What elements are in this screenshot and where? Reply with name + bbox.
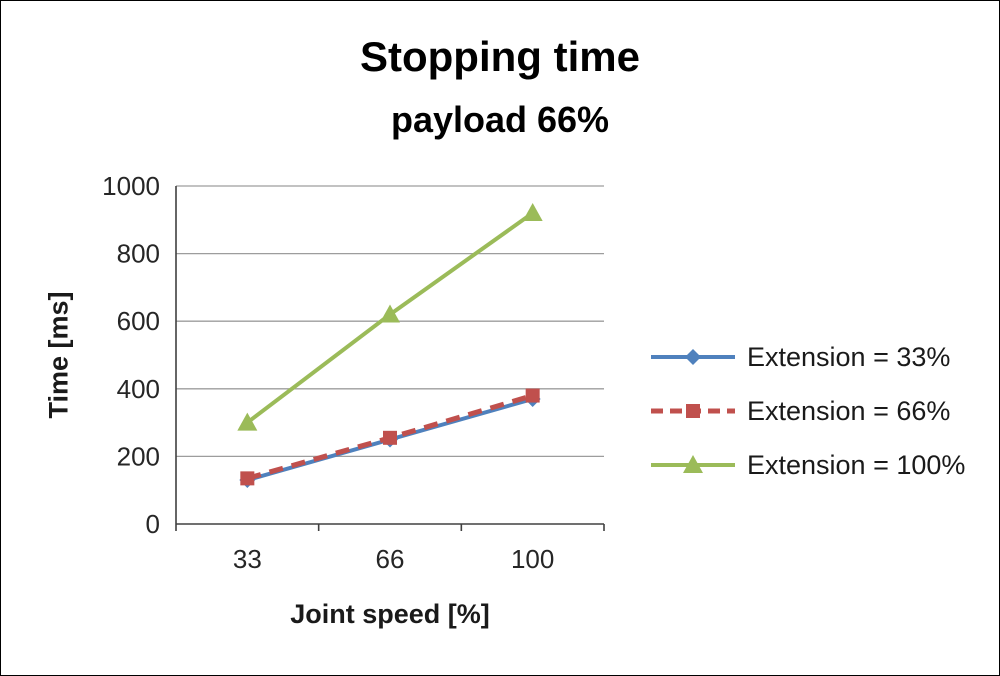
- data-point-marker: [525, 388, 540, 403]
- legend-marker: [686, 404, 700, 418]
- data-point-marker: [380, 304, 400, 323]
- legend-marker: [685, 349, 701, 365]
- y-tick-label: 0: [146, 509, 160, 539]
- x-tick-label: 100: [511, 544, 554, 574]
- legend-line-sample: [651, 349, 735, 365]
- y-axis-title: Time [ms]: [43, 291, 74, 419]
- y-tick-label: 800: [117, 239, 160, 269]
- legend-item: Extension = 66%: [649, 395, 965, 426]
- y-tick-label: 400: [117, 374, 160, 404]
- legend-item: Extension = 100%: [649, 449, 966, 480]
- legend-item: Extension = 33%: [649, 341, 965, 372]
- y-tick-label: 1000: [102, 171, 160, 201]
- legend: Extension = 33% Extension = 66% Extension …: [649, 341, 966, 480]
- legend-line-sample: [651, 455, 735, 473]
- y-tick-label: 200: [117, 441, 160, 471]
- x-tick-label: 33: [233, 544, 262, 574]
- legend-label: Extension = 33%: [747, 341, 951, 372]
- data-point-marker: [522, 203, 543, 222]
- legend-marker: [683, 455, 703, 473]
- data-point-marker: [237, 412, 258, 431]
- x-tick-label: 66: [376, 544, 405, 574]
- legend-label: Extension = 66%: [747, 395, 951, 426]
- data-point-marker: [383, 430, 397, 445]
- x-axis-title: Joint speed [%]: [290, 599, 490, 629]
- y-tick-label: 600: [117, 306, 160, 336]
- legend-label: Extension = 100%: [747, 449, 966, 480]
- chart-subtitle: payload 66%: [390, 99, 610, 140]
- data-point-marker: [240, 471, 255, 486]
- legend-line-sample: [651, 404, 735, 418]
- chart-title: Stopping time: [360, 33, 640, 80]
